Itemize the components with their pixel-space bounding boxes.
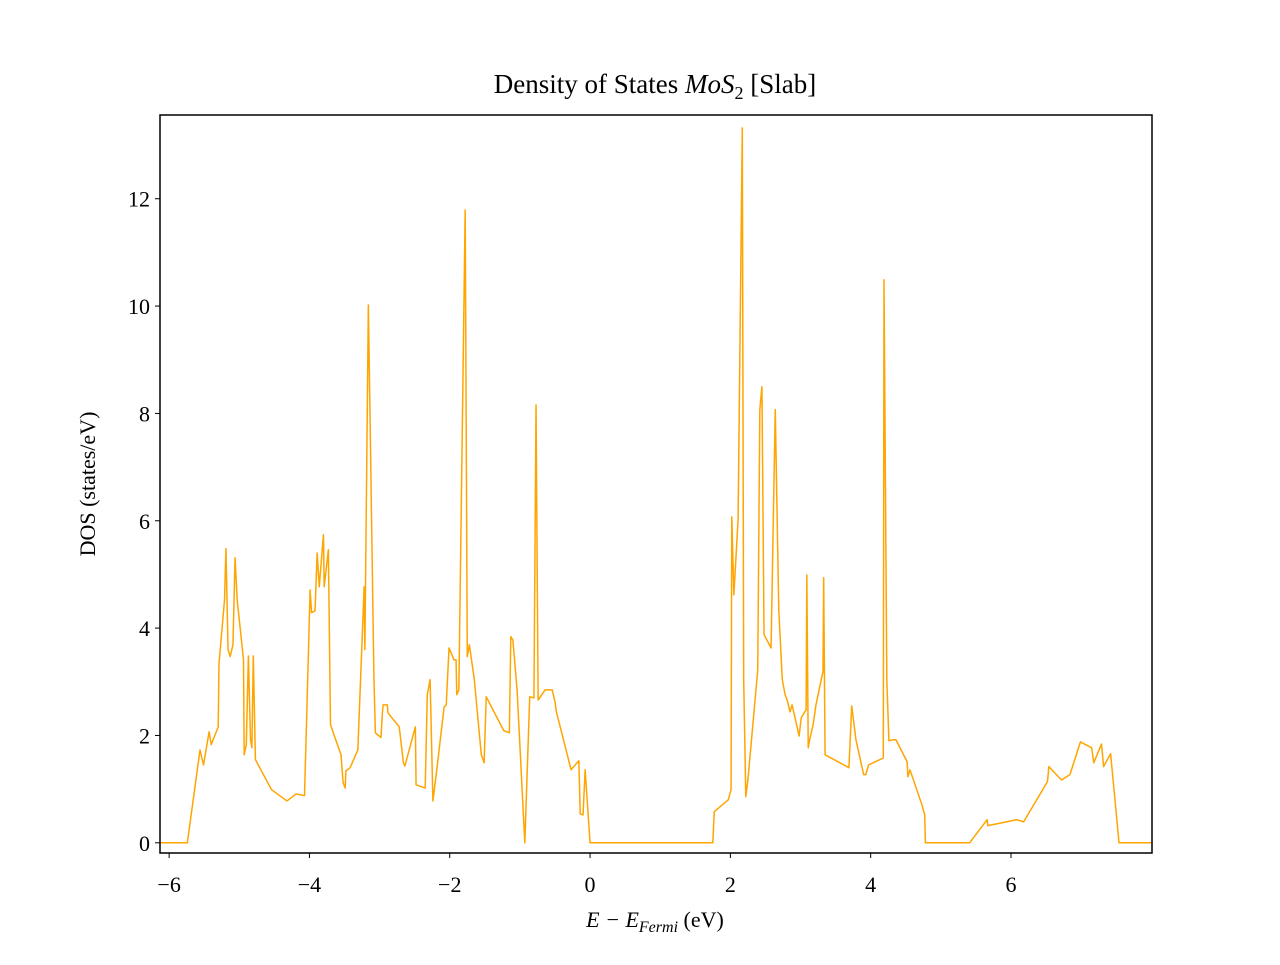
chart-title: Density of States MoS2 [Slab] [494,69,816,103]
x-tick-label: −4 [298,872,321,897]
title-part: 2 [735,83,744,103]
plot-frame [159,114,1153,854]
title-part: MoS [684,69,735,99]
x-label-part: E − E [585,907,639,932]
y-tick-label: 8 [139,401,150,426]
x-label-part: (eV) [678,907,724,932]
y-tick-label: 2 [139,723,150,748]
x-tick-label: 6 [1005,872,1016,897]
y-tick-label: 10 [128,294,150,319]
y-axis-label: DOS (states/eV) [75,412,100,557]
y-tick-label: 12 [128,187,150,212]
x-tick-label: 0 [585,872,596,897]
title-part: [Slab] [744,69,817,99]
x-label-part: Fermi [638,919,678,936]
y-tick-label: 0 [139,831,150,856]
x-tick-label: −6 [157,872,180,897]
x-tick-label: 4 [865,872,876,897]
x-tick-label: −2 [438,872,461,897]
y-tick-label: 4 [139,616,150,641]
x-tick-label: 2 [725,872,736,897]
data-line [160,127,1152,844]
y-tick-label: 6 [139,509,150,534]
title-part: Density of States [494,69,685,99]
x-axis-label: E − EFermi (eV) [585,907,724,936]
